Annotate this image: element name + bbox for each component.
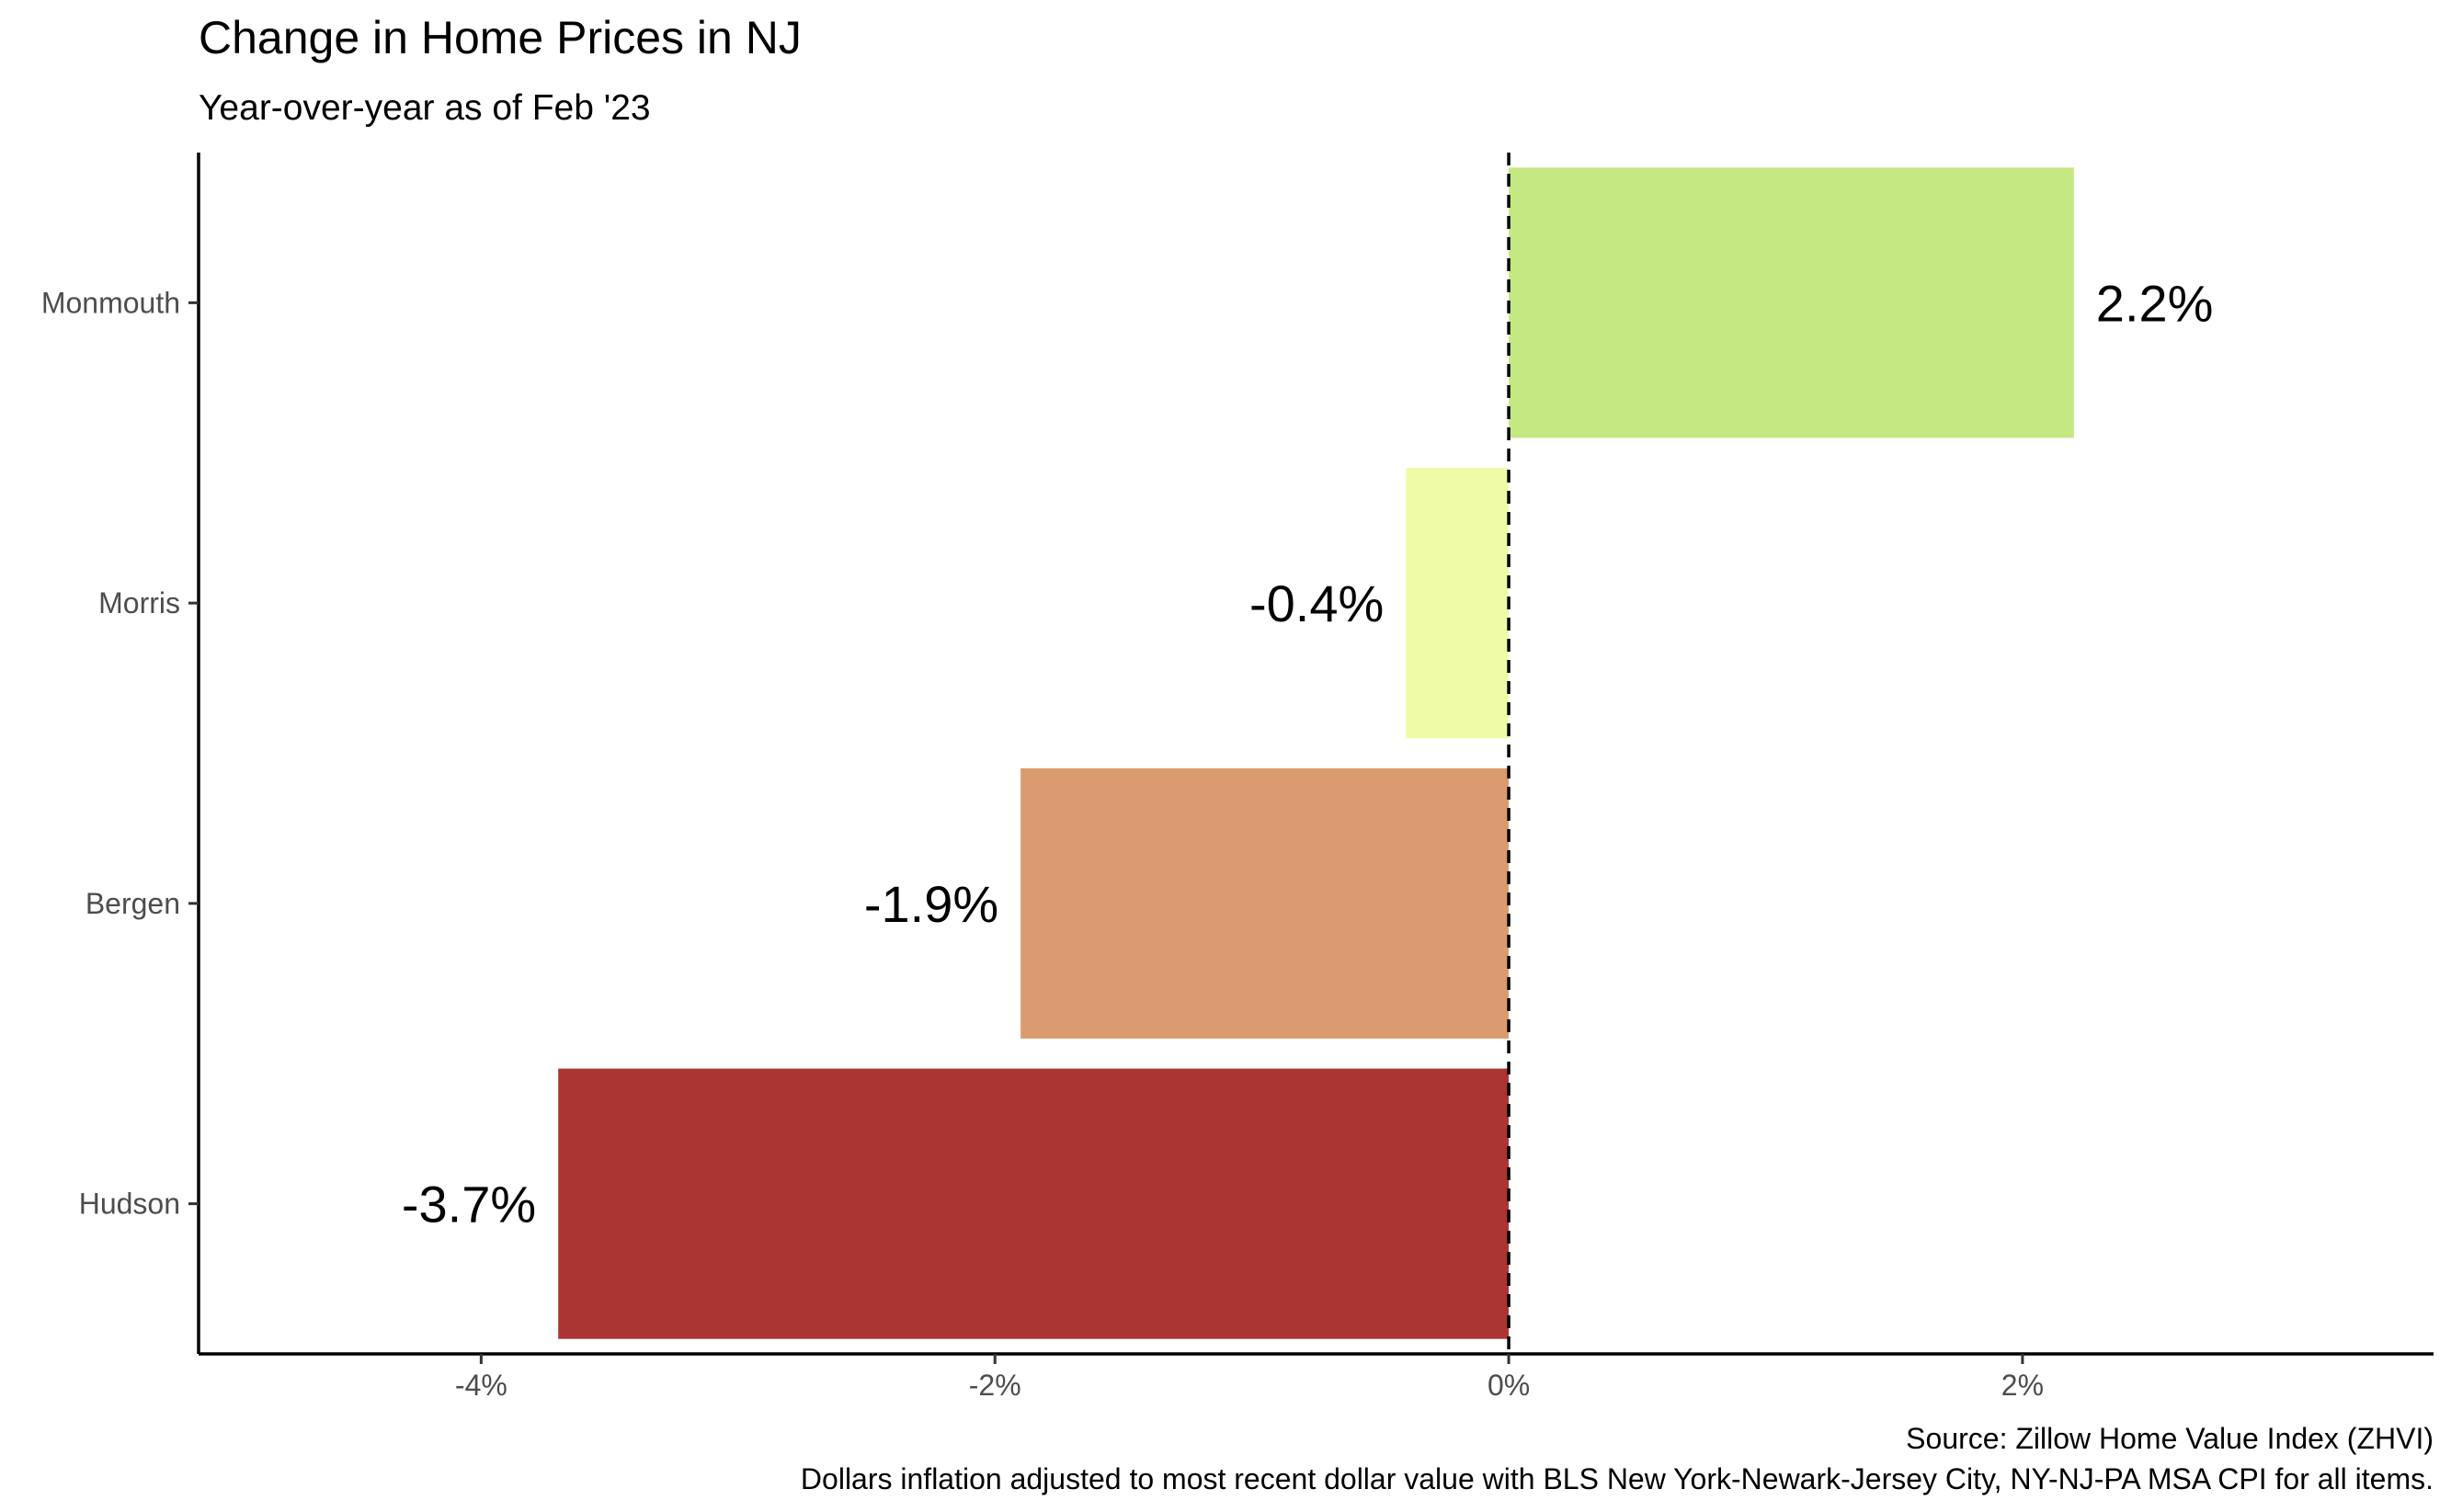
data-label-bergen: -1.9% [864, 875, 998, 933]
x-tick-label: -4% [455, 1369, 507, 1402]
data-label-morris: -0.4% [1249, 574, 1384, 632]
axes-group [197, 153, 2434, 1356]
x-tick-label: 0% [1488, 1369, 1530, 1402]
y-axis-ticks: Monmouth Morris Bergen Hudson [41, 286, 199, 1221]
bar-monmouth [1509, 167, 2074, 438]
y-tick-label-morris: Morris [98, 586, 180, 620]
bars-group [558, 167, 2074, 1339]
caption-note: Dollars inflation adjusted to most recen… [801, 1462, 2434, 1495]
y-tick-label-hudson: Hudson [79, 1188, 180, 1221]
bar-hudson [558, 1068, 1510, 1339]
chart-title: Change in Home Prices in NJ [199, 12, 802, 63]
data-label-hudson: -3.7% [402, 1176, 536, 1233]
x-tick-label: -2% [969, 1369, 1021, 1402]
caption-source: Source: Zillow Home Value Index (ZHVI) [1906, 1422, 2434, 1455]
bar-labels-group: 2.2% -0.4% -1.9% -3.7% [402, 274, 2214, 1233]
x-tick-label: 2% [2001, 1369, 2044, 1402]
bar-morris [1406, 468, 1510, 739]
y-tick-label-monmouth: Monmouth [41, 286, 180, 319]
data-label-monmouth: 2.2% [2096, 274, 2214, 332]
x-axis-ticks: -4% -2% 0% 2% [455, 1354, 2044, 1402]
chart-subtitle: Year-over-year as of Feb '23 [199, 88, 651, 128]
bar-bergen [1020, 767, 1510, 1039]
y-tick-label-bergen: Bergen [86, 887, 180, 920]
